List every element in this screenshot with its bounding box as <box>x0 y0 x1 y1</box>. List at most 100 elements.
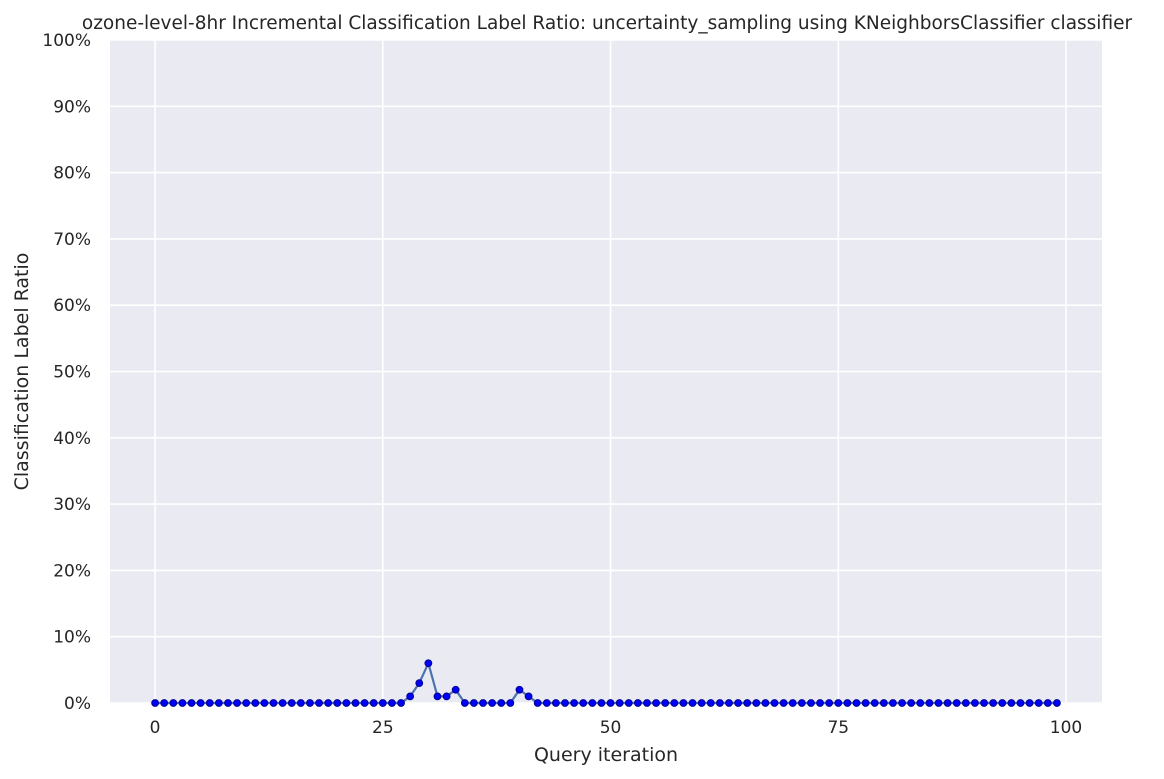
data-point <box>670 699 679 707</box>
data-point <box>943 699 952 707</box>
data-point <box>160 699 169 707</box>
data-point <box>952 699 961 707</box>
data-point <box>369 699 378 707</box>
data-point <box>770 699 779 707</box>
x-tick-label: 75 <box>827 718 849 738</box>
tick-labels: 0% 10% 20% 30% 40% 50% 60% 70% 80% 90% 100% 0 25 50 75… <box>42 31 1082 738</box>
grid <box>110 39 1102 704</box>
data-point <box>442 692 451 701</box>
data-point <box>169 699 178 707</box>
x-tick-label: 0 <box>150 718 161 738</box>
y-tick-label: 50% <box>53 363 91 383</box>
data-point <box>734 699 742 707</box>
data-point <box>378 699 387 707</box>
data-point <box>506 699 515 707</box>
data-point <box>415 679 424 688</box>
data-point <box>551 699 560 707</box>
data-point <box>542 699 551 707</box>
data-point <box>479 699 487 707</box>
data-point <box>643 699 651 707</box>
data-point <box>1007 699 1016 707</box>
data-point <box>388 699 396 707</box>
data-point <box>315 699 323 707</box>
data-point <box>925 699 934 707</box>
data-point <box>196 699 205 707</box>
data-point <box>360 699 369 707</box>
data-point <box>797 699 806 707</box>
x-tick-label: 50 <box>600 718 622 738</box>
data-point <box>497 699 506 707</box>
data-point <box>961 699 970 707</box>
data-point <box>688 699 697 707</box>
y-tick-label: 80% <box>53 164 91 184</box>
data-point <box>879 699 888 707</box>
data-point <box>342 699 351 707</box>
x-tick-label: 100 <box>1050 718 1082 738</box>
data-point <box>214 699 223 707</box>
data-point <box>1043 699 1052 707</box>
data-point <box>715 699 724 707</box>
y-tick-label: 20% <box>53 561 91 581</box>
data-point <box>570 699 579 707</box>
data-point <box>533 699 542 707</box>
data-point <box>971 699 979 707</box>
data-point <box>224 699 232 707</box>
data-point <box>779 699 788 707</box>
y-tick-label: 90% <box>53 97 91 117</box>
data-point <box>907 699 916 707</box>
chart-title: ozone-level-8hr Incremental Classificati… <box>82 13 1133 34</box>
data-point <box>706 699 715 707</box>
data-point <box>752 699 761 707</box>
data-point <box>424 659 433 668</box>
y-tick-label: 40% <box>53 429 91 449</box>
data-point <box>661 699 670 707</box>
data-point <box>306 699 314 707</box>
data-point <box>916 699 925 707</box>
data-point <box>761 699 770 707</box>
data-point <box>260 699 269 707</box>
data-point <box>1025 699 1034 707</box>
data-point <box>278 699 287 707</box>
data-point <box>460 699 469 707</box>
y-tick-label: 60% <box>53 296 91 316</box>
data-point <box>652 699 661 707</box>
data-point <box>743 699 752 707</box>
y-tick-label: 10% <box>53 628 91 648</box>
data-point <box>470 699 478 707</box>
data-point <box>397 699 405 707</box>
data-point <box>870 699 879 707</box>
data-point <box>606 699 615 707</box>
y-tick-label: 70% <box>53 230 91 250</box>
data-point <box>406 692 415 701</box>
data-point <box>615 699 624 707</box>
data-point <box>296 699 305 707</box>
data-point <box>843 699 852 707</box>
data-point <box>834 699 843 707</box>
x-axis-label: Query iteration <box>534 744 678 766</box>
data-point <box>816 699 824 707</box>
data-point <box>825 699 834 707</box>
data-point <box>588 699 597 707</box>
data-point <box>151 699 159 707</box>
data-point <box>287 699 296 707</box>
data-point <box>597 699 606 707</box>
data-point <box>333 699 342 707</box>
series <box>151 659 1061 707</box>
data-point <box>989 699 998 707</box>
data-point <box>488 699 497 707</box>
data-point <box>980 699 988 707</box>
data-point <box>898 699 906 707</box>
y-tick-label: 30% <box>53 495 91 515</box>
data-point <box>251 699 260 707</box>
data-point <box>697 699 706 707</box>
data-point <box>624 699 633 707</box>
data-point <box>889 699 897 707</box>
data-point <box>433 692 442 701</box>
data-point <box>242 699 251 707</box>
y-tick-label: 0% <box>64 694 91 714</box>
x-tick-label: 25 <box>372 718 394 738</box>
data-point <box>934 699 943 707</box>
data-point <box>633 699 642 707</box>
data-point <box>1034 699 1043 707</box>
